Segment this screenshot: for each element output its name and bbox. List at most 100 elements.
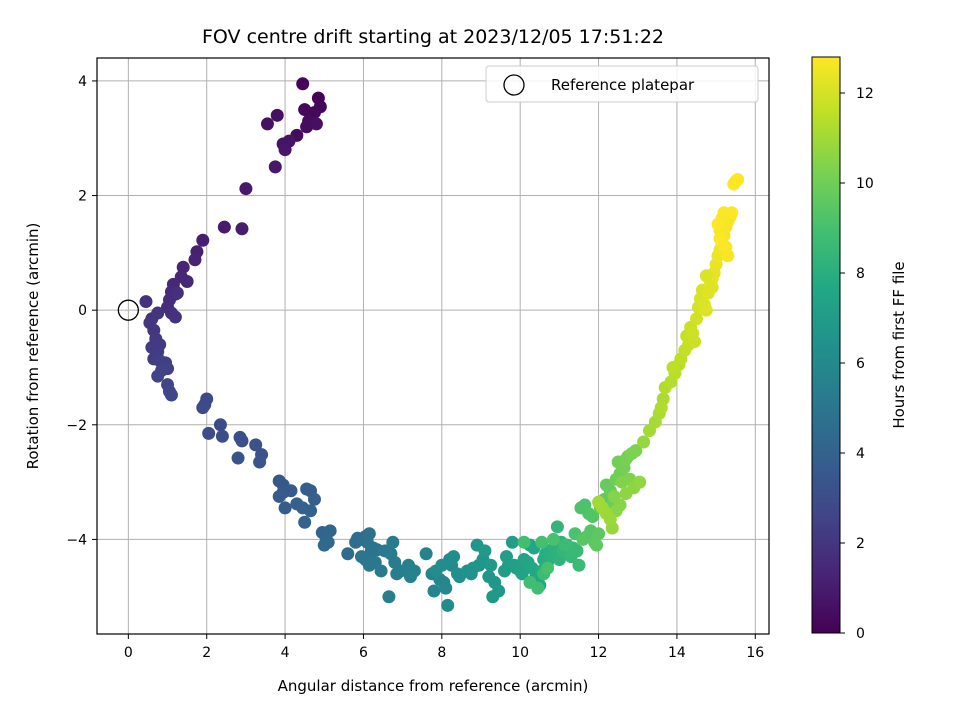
data-point [268, 160, 282, 174]
data-point [515, 567, 529, 581]
data-point [239, 182, 253, 196]
y-tick-label: 4 [78, 74, 87, 90]
x-tick-label: 14 [668, 645, 686, 661]
y-axis-label: Rotation from reference (arcmin) [24, 223, 42, 470]
data-point [592, 527, 606, 541]
data-point [202, 426, 216, 440]
data-point [576, 532, 590, 546]
data-point [637, 435, 651, 449]
data-point [505, 535, 519, 549]
data-point [164, 388, 178, 402]
data-point [654, 401, 668, 415]
data-point [615, 475, 629, 489]
data-point [270, 108, 284, 122]
colorbar-tick-label: 12 [856, 86, 874, 102]
data-point [196, 233, 210, 247]
colorbar: 0 2 4 6 8 10 12 Hours from first FF file [811, 56, 908, 642]
data-point [523, 575, 537, 589]
x-tick-label: 2 [202, 645, 211, 661]
data-point [586, 510, 600, 524]
legend-label: Reference platepar [551, 76, 695, 94]
data-point [541, 561, 555, 575]
data-point [309, 117, 323, 131]
data-point [151, 306, 165, 320]
x-axis-label: Angular distance from reference (arcmin) [278, 677, 589, 695]
data-point [478, 544, 492, 558]
data-point [298, 515, 312, 529]
x-tick-label: 16 [746, 645, 764, 661]
data-point [231, 451, 245, 465]
data-point [699, 269, 713, 283]
data-point [278, 501, 292, 515]
data-point [535, 535, 549, 549]
data-point [317, 538, 331, 552]
colorbar-tick-label: 10 [856, 176, 874, 192]
x-tick-label: 6 [359, 645, 368, 661]
data-point [260, 117, 274, 131]
data-point [403, 570, 417, 584]
data-point [486, 590, 500, 604]
data-point [666, 360, 680, 374]
data-point [374, 564, 388, 578]
legend: Reference platepar [485, 65, 759, 103]
colorbar-tick-label: 2 [856, 536, 865, 552]
reference-marker-icon [503, 74, 525, 96]
legend-box [485, 65, 759, 103]
data-point [447, 550, 461, 564]
data-point [284, 484, 298, 498]
data-point [419, 547, 433, 561]
colorbar-label: Hours from first FF file [890, 261, 908, 428]
colorbar-tick-label: 4 [856, 446, 865, 462]
data-point [168, 310, 182, 324]
data-point [517, 535, 531, 549]
data-point [300, 120, 314, 134]
x-tick-label: 12 [590, 645, 608, 661]
data-point [546, 532, 560, 546]
data-point [307, 492, 321, 506]
data-point [725, 206, 739, 220]
data-point [570, 544, 584, 558]
data-point [690, 312, 704, 326]
data-point [699, 303, 713, 317]
x-tick-label: 4 [281, 645, 290, 661]
x-tick-label: 0 [124, 645, 133, 661]
data-point [217, 220, 231, 234]
data-point [386, 535, 400, 549]
data-point [686, 326, 700, 340]
data-point [296, 77, 310, 91]
y-axis: −4 −2 0 2 4 [66, 74, 97, 548]
data-point [592, 495, 606, 509]
y-tick-label: 0 [78, 303, 87, 319]
data-point [439, 581, 453, 595]
x-tick-label: 10 [511, 645, 529, 661]
data-point [727, 177, 741, 191]
data-point [435, 558, 449, 572]
chart-title: FOV centre drift starting at 2023/12/05 … [202, 26, 664, 48]
data-point [558, 538, 572, 552]
data-point [298, 103, 312, 117]
data-point [711, 217, 725, 231]
data-point [484, 558, 498, 572]
plot-frame [96, 57, 770, 635]
data-point [427, 584, 441, 598]
x-tick-label: 8 [437, 645, 446, 661]
data-point [180, 275, 194, 289]
y-tick-label: −2 [66, 418, 87, 434]
data-point [272, 489, 286, 503]
colorbar-tick-label: 8 [856, 266, 865, 282]
data-point [499, 550, 513, 564]
data-point [139, 295, 153, 309]
data-point [705, 280, 719, 294]
data-point [235, 222, 249, 236]
data-point [382, 590, 396, 604]
data-point [176, 260, 190, 274]
data-point [572, 558, 586, 572]
data-point [278, 143, 292, 157]
y-tick-label: 2 [78, 189, 87, 205]
data-point [341, 547, 355, 561]
data-point [633, 475, 647, 489]
data-point [215, 429, 229, 443]
data-point [721, 249, 735, 263]
colorbar-tick-label: 6 [856, 356, 865, 372]
